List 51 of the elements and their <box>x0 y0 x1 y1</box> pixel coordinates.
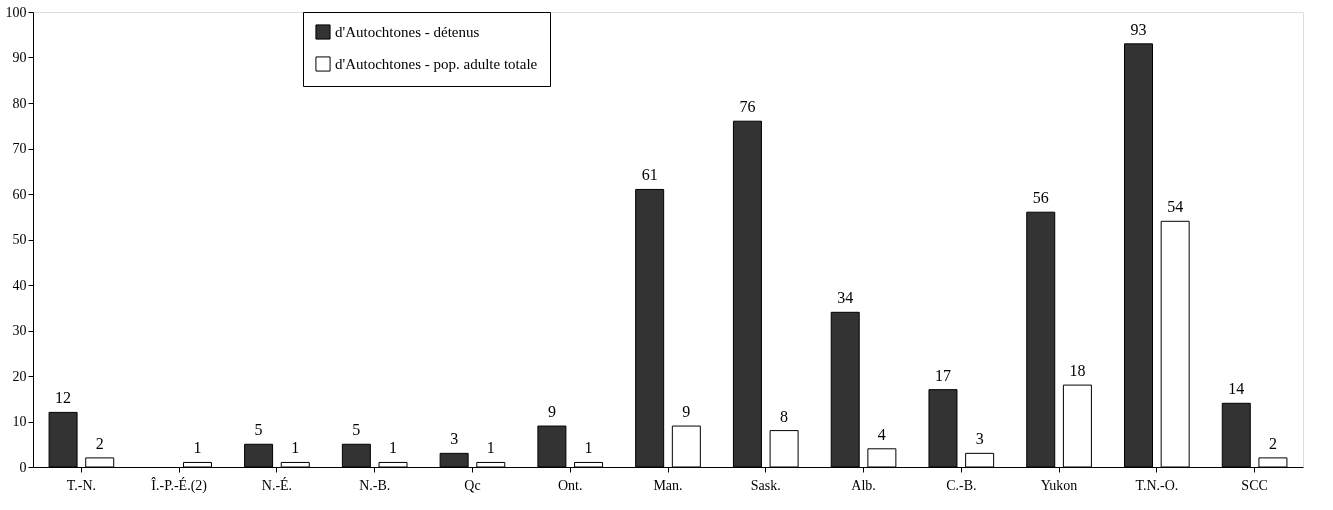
data-label: 3 <box>450 430 459 448</box>
y-tick-label: 90 <box>12 50 27 65</box>
y-tick-label: 80 <box>12 95 27 111</box>
data-label: 5 <box>254 421 263 439</box>
y-tick-label: 60 <box>12 186 27 202</box>
data-label: 17 <box>934 366 951 384</box>
data-label: 93 <box>1130 20 1147 38</box>
data-label: 9 <box>682 403 691 421</box>
data-label: 4 <box>877 425 886 443</box>
data-label: 18 <box>1069 362 1086 380</box>
data-label: 76 <box>739 98 756 116</box>
y-tick-label: 100 <box>5 4 27 20</box>
data-label: 1 <box>486 439 495 457</box>
data-label: 34 <box>837 289 854 307</box>
y-tick-label: 40 <box>12 277 27 293</box>
x-tick-label: Qc <box>464 477 481 493</box>
x-tick-label: Ont. <box>557 477 583 493</box>
x-tick-label: T.-N. <box>66 477 97 493</box>
data-label: 61 <box>641 166 658 184</box>
y-tick-label: 0 <box>19 459 27 475</box>
data-label: 5 <box>352 421 361 439</box>
legend-label: d'Autochtones - détenus <box>335 24 480 40</box>
data-label: 1 <box>584 439 593 457</box>
x-tick-label: N.-B. <box>359 477 391 493</box>
data-label: 1 <box>389 439 398 457</box>
y-tick-label: 10 <box>12 414 27 429</box>
x-tick-label: C.-B. <box>946 477 977 493</box>
data-label: 12 <box>55 389 72 407</box>
data-label: 3 <box>975 430 984 448</box>
y-tick-label: 70 <box>12 141 27 156</box>
y-tick-label: 30 <box>12 323 27 338</box>
x-tick-label: T.N.-O. <box>1135 477 1179 493</box>
data-label: 14 <box>1228 380 1245 398</box>
data-label: 2 <box>1268 434 1277 452</box>
x-tick-label: N.-É. <box>261 476 293 493</box>
y-tick-label: 50 <box>12 232 27 247</box>
legend-label: d'Autochtones - pop. adulte totale <box>335 56 538 72</box>
data-label: 56 <box>1032 189 1049 207</box>
x-tick-label: SCC <box>1241 477 1268 493</box>
x-tick-label: Alb. <box>851 477 876 493</box>
y-tick-label: 20 <box>12 368 27 384</box>
data-label: 9 <box>547 403 556 421</box>
x-tick-label: Î.-P.-É.(2) <box>151 476 208 494</box>
x-tick-label: Man. <box>653 477 683 493</box>
data-label: 1 <box>193 439 202 457</box>
data-label: 1 <box>291 439 300 457</box>
data-label: 2 <box>95 434 104 452</box>
data-label: 8 <box>780 407 789 425</box>
x-tick-label: Sask. <box>750 477 781 493</box>
x-tick-label: Yukon <box>1040 477 1078 493</box>
data-label: 54 <box>1167 198 1184 216</box>
